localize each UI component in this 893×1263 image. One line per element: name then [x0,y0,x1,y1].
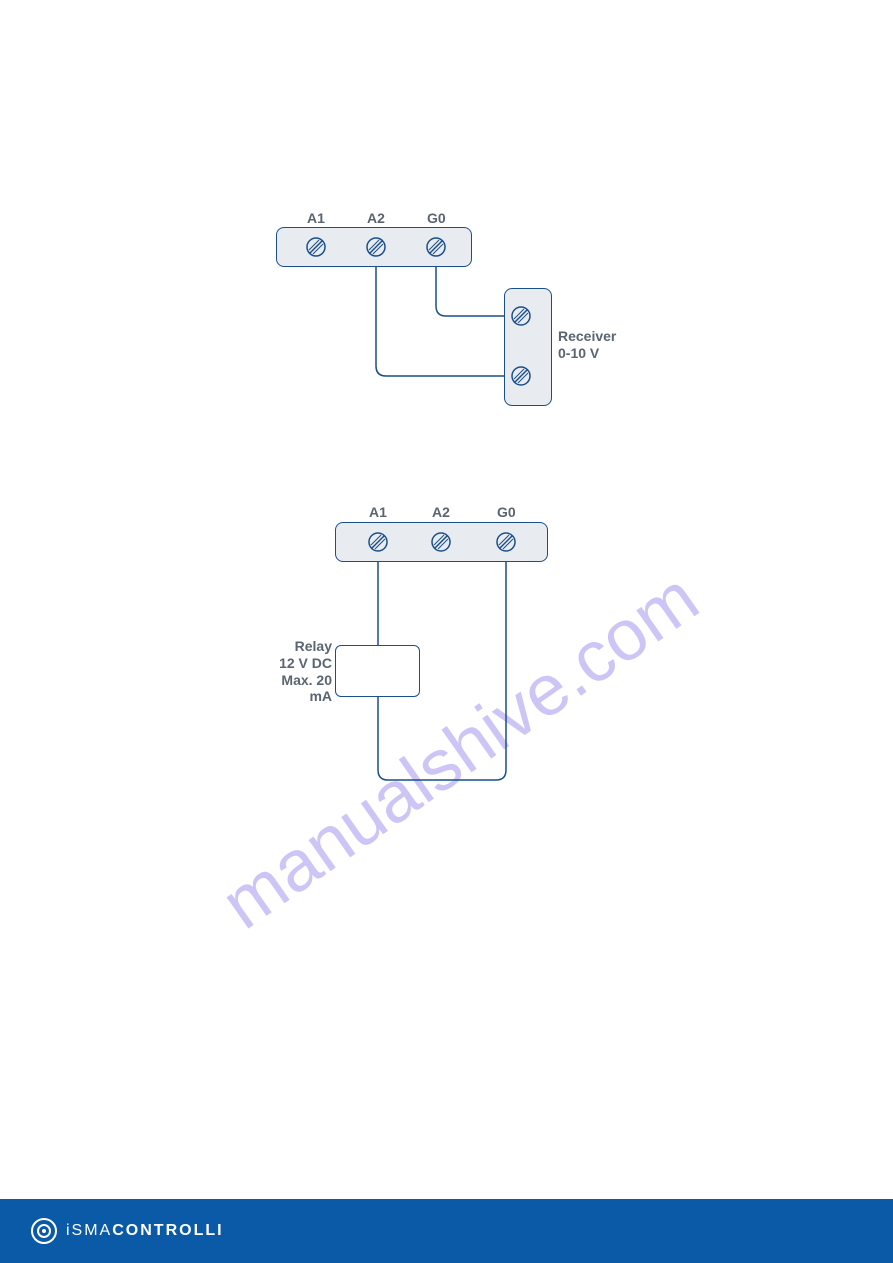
footer-logo-icon [30,1217,58,1245]
d2-wires [0,0,893,900]
footer-brand: iSMACONTROLLI [66,1222,224,1240]
footer-brand-light: iSMA [66,1222,112,1239]
page-footer: iSMACONTROLLI [0,1199,893,1263]
footer-brand-bold: CONTROLLI [112,1222,223,1239]
page-container: manualshive.com A1 A2 G0 Recei [0,0,893,1263]
